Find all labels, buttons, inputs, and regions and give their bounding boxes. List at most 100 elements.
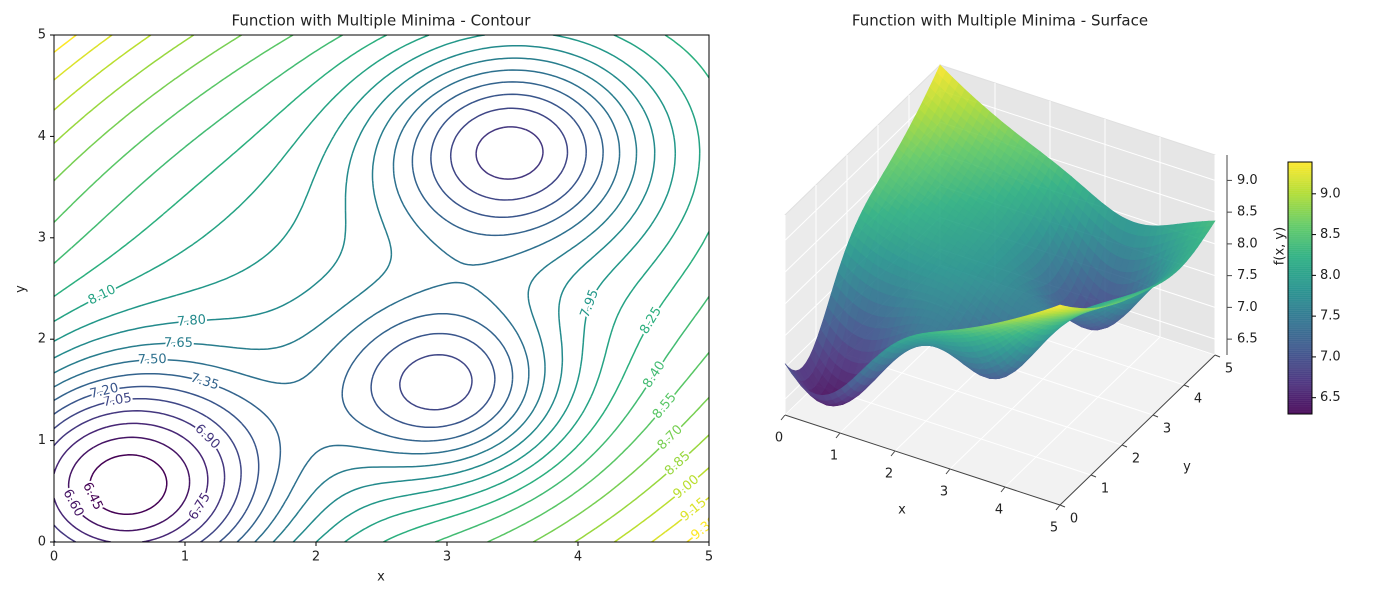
- colorbar-step: [1288, 231, 1312, 234]
- colorbar-step: [1288, 222, 1312, 226]
- contour-line: [54, 69, 621, 542]
- x-tick-label: 3: [940, 485, 948, 500]
- colorbar-frame: [1287, 161, 1313, 415]
- colorbar-step: [1288, 212, 1312, 215]
- colorbar-step: [1288, 388, 1312, 392]
- colorbar-step: [1288, 386, 1312, 390]
- colorbar-step: [1288, 229, 1312, 232]
- contour-line: [54, 422, 209, 542]
- colorbar-step: [1288, 256, 1312, 260]
- y-tick: [1183, 384, 1190, 388]
- z-tick-label: 7.5: [1237, 268, 1258, 283]
- colorbar-step: [1288, 210, 1312, 213]
- colorbar-step: [1288, 340, 1312, 344]
- y-tick: [1090, 474, 1097, 478]
- x-tick: [780, 414, 786, 421]
- colorbar-step: [1288, 248, 1312, 251]
- colorbar-step: [1288, 327, 1312, 331]
- colorbar-step: [1288, 353, 1312, 356]
- colorbar-step: [1288, 338, 1312, 341]
- colorbar-step: [1288, 361, 1312, 365]
- colorbar-step: [1288, 309, 1312, 312]
- colorbar-step: [1288, 260, 1312, 264]
- colorbar-step: [1288, 372, 1312, 375]
- colorbar-step: [1288, 393, 1312, 396]
- colorbar-step: [1288, 281, 1312, 285]
- colorbar-step: [1288, 346, 1312, 350]
- x-tick-label: 0: [50, 550, 58, 565]
- contour-label: 7.65: [164, 336, 193, 351]
- colorbar-step: [1288, 296, 1312, 299]
- colorbar-step: [1288, 164, 1312, 167]
- colorbar-step: [1288, 185, 1312, 188]
- colorbar-step: [1288, 176, 1312, 180]
- colorbar-step: [1288, 409, 1312, 413]
- colorbar-step: [1288, 237, 1312, 241]
- colorbar-step: [1288, 319, 1312, 323]
- colorbar-step: [1288, 162, 1312, 165]
- colorbar-step: [1288, 382, 1312, 386]
- colorbar-step: [1288, 294, 1312, 297]
- x-tick-label: 1: [181, 550, 189, 565]
- colorbar-step: [1288, 397, 1312, 400]
- colorbar-step: [1288, 273, 1312, 276]
- x-tick-label: 4: [574, 550, 582, 565]
- colorbar-step: [1288, 403, 1312, 407]
- colorbar-step: [1288, 214, 1312, 218]
- colorbar-step: [1288, 233, 1312, 236]
- colorbar-step: [1288, 168, 1312, 171]
- colorbar-step: [1288, 208, 1312, 211]
- colorbar-step: [1288, 399, 1312, 402]
- x-tick-label: 3: [443, 550, 451, 565]
- grid-line: [1004, 336, 1161, 488]
- colorbar-step: [1288, 271, 1312, 274]
- colorbar-step: [1288, 344, 1312, 348]
- colorbar-step: [1288, 374, 1312, 377]
- colorbar-step: [1288, 216, 1312, 220]
- colorbar-step: [1288, 315, 1312, 318]
- colorbar-step: [1288, 264, 1312, 268]
- colorbar-step: [1288, 332, 1312, 335]
- x-tick-label: 5: [1050, 521, 1058, 536]
- colorbar-step: [1288, 250, 1312, 253]
- colorbar-step: [1288, 390, 1312, 394]
- colorbar-step: [1288, 380, 1312, 383]
- colorbar-step: [1288, 363, 1312, 367]
- z-tick-label: 7.0: [1237, 300, 1258, 315]
- y-tick-label: 4: [38, 129, 46, 144]
- colorbar-step: [1288, 275, 1312, 278]
- colorbar-step: [1288, 204, 1312, 207]
- colorbar-step: [1288, 180, 1312, 184]
- colorbar-step: [1288, 269, 1312, 272]
- colorbar-step: [1288, 197, 1312, 201]
- contour-line: [54, 35, 709, 542]
- colorbar-step: [1288, 288, 1312, 291]
- x-tick: [1000, 486, 1006, 493]
- colorbar-step: [1288, 225, 1312, 228]
- z-tick-label: 8.0: [1237, 236, 1258, 251]
- colorbar-step: [1288, 384, 1312, 388]
- y-tick-label: 4: [1194, 392, 1202, 407]
- y-tick-label: 2: [1132, 452, 1140, 467]
- colorbar-step: [1288, 405, 1312, 409]
- colorbar-step: [1288, 330, 1312, 333]
- colorbar-step: [1288, 183, 1312, 186]
- colorbar-step: [1288, 290, 1312, 293]
- contour-line: [54, 35, 709, 542]
- colorbar-step: [1288, 170, 1312, 173]
- contour-x-label: x: [377, 570, 385, 585]
- x-tick-label: 2: [312, 550, 320, 565]
- colorbar-tick-label: 9.0: [1320, 186, 1341, 201]
- colorbar-step: [1288, 178, 1312, 182]
- colorbar-step: [1288, 351, 1312, 354]
- colorbar-step: [1288, 334, 1312, 337]
- x-tick: [1055, 504, 1061, 511]
- contour-label: 7.50: [138, 352, 167, 368]
- colorbar-step: [1288, 193, 1312, 197]
- colorbar-step: [1288, 227, 1312, 230]
- contour-line: [54, 57, 638, 542]
- y-tick-label: 5: [38, 28, 46, 43]
- colorbar-step: [1288, 321, 1312, 325]
- colorbar-step: [1288, 378, 1312, 381]
- colorbar-step: [1288, 407, 1312, 411]
